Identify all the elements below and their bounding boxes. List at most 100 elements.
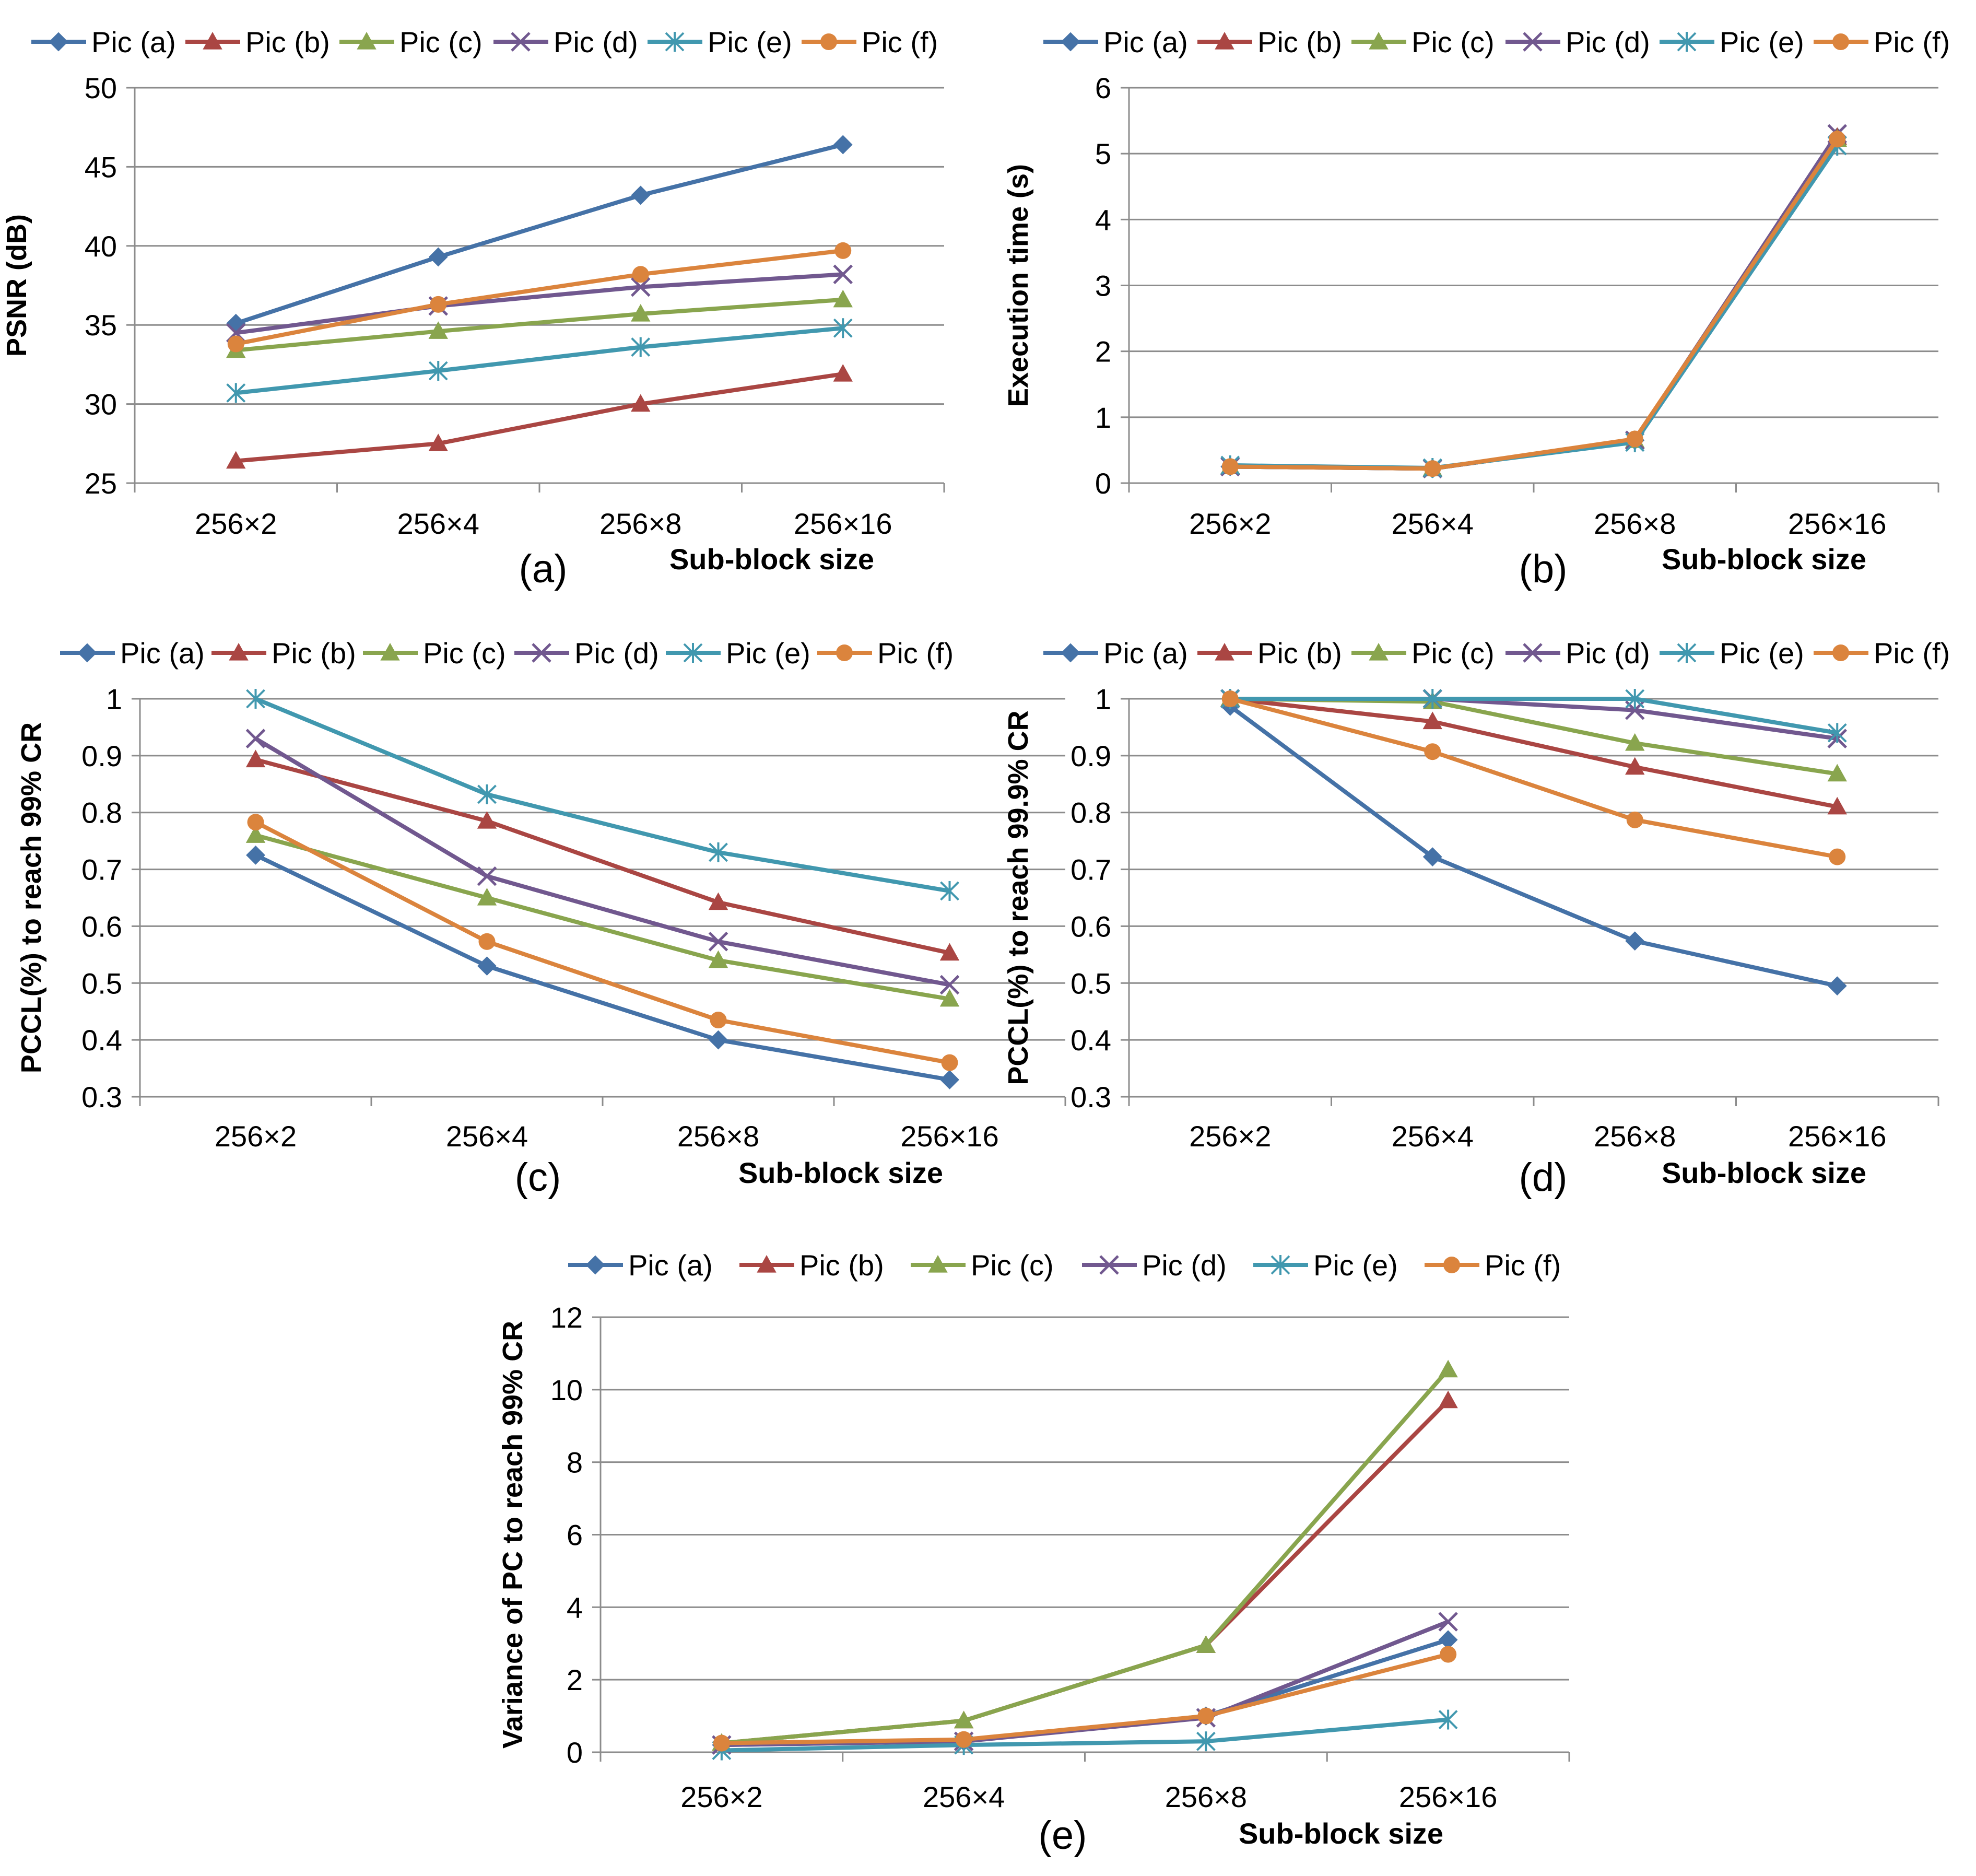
legend-label: Pic (b) xyxy=(1257,637,1342,670)
legend: Pic (a) Pic (b) Pic (c) Pic (d) Pic (e) Pic (… xyxy=(1043,637,1950,670)
series-1 xyxy=(226,135,853,333)
x-tick-label: 256×16 xyxy=(1399,1780,1497,1813)
series-line xyxy=(1229,697,1838,859)
panel-label: (c) xyxy=(515,1155,561,1200)
data-point xyxy=(708,950,728,968)
data-point xyxy=(477,887,497,906)
data-point xyxy=(1424,743,1441,760)
y-tick-label: 0.3 xyxy=(81,1081,122,1113)
data-point xyxy=(1197,1707,1215,1725)
x-tick-label: 256×4 xyxy=(1392,1120,1474,1153)
data-point xyxy=(428,361,448,381)
series-line xyxy=(1230,133,1839,471)
data-point xyxy=(833,318,853,338)
series-5 xyxy=(1220,136,1847,478)
x-cross-icon xyxy=(1099,1255,1119,1275)
y-tick-label: 3 xyxy=(1095,269,1111,302)
legend-item: Pic (a) xyxy=(1043,637,1188,670)
legend-label: Pic (c) xyxy=(1412,26,1495,58)
legend-item: Pic (d) xyxy=(1505,637,1650,670)
y-tick-label: 1 xyxy=(106,683,122,716)
triangle-icon xyxy=(203,31,222,50)
data-point xyxy=(833,264,853,285)
series-line xyxy=(721,1368,1450,1745)
legend-item: Pic (d) xyxy=(514,637,659,670)
asterisk-icon xyxy=(1271,1255,1290,1275)
data-point xyxy=(245,749,266,768)
legend-item: Pic (e) xyxy=(1660,26,1804,58)
series-line xyxy=(1230,136,1839,471)
data-point xyxy=(245,825,266,843)
series-line xyxy=(1229,704,1838,988)
y-axis-label: PSNR (dB) xyxy=(1,214,32,357)
data-point xyxy=(708,932,728,952)
y-tick-label: 0.9 xyxy=(1071,740,1111,772)
series-2 xyxy=(1220,688,1847,815)
x-tick-label: 256×8 xyxy=(677,1120,759,1153)
x-cross-icon xyxy=(532,643,551,663)
y-tick-label: 4 xyxy=(567,1591,583,1624)
data-point xyxy=(226,313,246,333)
diamond-icon xyxy=(1061,32,1080,52)
data-point xyxy=(833,364,853,382)
series-line xyxy=(236,272,843,335)
legend-label: Pic (e) xyxy=(726,637,810,670)
chart-panel-3: 0.3 0.4 0.5 0.6 0.7 0.8 0.9 1 256×2 256×4 256×8 256… xyxy=(16,637,1066,1200)
data-point xyxy=(1438,1390,1458,1409)
y-tick-label: 50 xyxy=(85,72,117,104)
x-axis-label: Sub-block size xyxy=(1662,1156,1866,1189)
legend-item: Pic (e) xyxy=(648,26,792,58)
legend: Pic (a) Pic (b) Pic (c) Pic (d) Pic (e) Pic (… xyxy=(568,1249,1561,1282)
triangle-icon xyxy=(1369,31,1389,50)
series-3 xyxy=(245,825,960,1007)
legend-item: Pic (a) xyxy=(568,1249,713,1282)
series-line xyxy=(255,833,950,1001)
data-point xyxy=(1440,1646,1457,1663)
panel-label: (e) xyxy=(1039,1813,1087,1858)
triangle-icon xyxy=(1215,31,1234,50)
series-4 xyxy=(1220,124,1848,479)
series-6 xyxy=(227,242,852,353)
data-point xyxy=(1626,430,1643,448)
legend: Pic (a) Pic (b) Pic (c) Pic (d) Pic (e) Pic (… xyxy=(1043,26,1950,58)
asterisk-icon xyxy=(1677,643,1697,663)
legend-label: Pic (d) xyxy=(574,637,659,670)
data-point xyxy=(246,845,265,865)
series-2 xyxy=(712,1390,1458,1751)
series-3 xyxy=(712,1359,1458,1751)
triangle-icon xyxy=(1215,642,1234,661)
panel-label: (d) xyxy=(1519,1155,1568,1200)
series-5 xyxy=(246,689,959,901)
y-tick-label: 5 xyxy=(1095,137,1111,170)
legend-label: Pic (f) xyxy=(877,637,954,670)
y-tick-label: 2 xyxy=(1095,335,1111,368)
circle-icon xyxy=(820,33,837,50)
y-tick-label: 0.8 xyxy=(81,796,122,829)
data-point xyxy=(1438,1612,1458,1632)
data-point xyxy=(1422,689,1442,709)
legend-label: Pic (a) xyxy=(120,637,205,670)
y-tick-label: 35 xyxy=(85,309,117,342)
x-axis-label: Sub-block size xyxy=(738,1156,943,1189)
x-tick-label: 256×16 xyxy=(900,1120,998,1153)
legend-item: Pic (a) xyxy=(1043,26,1188,58)
legend-label: Pic (b) xyxy=(272,637,356,670)
y-tick-label: 0.9 xyxy=(81,740,122,772)
triangle-icon xyxy=(928,1254,948,1273)
data-point xyxy=(428,433,448,451)
series-2 xyxy=(226,364,853,469)
y-tick-label: 6 xyxy=(1095,72,1111,104)
data-point xyxy=(1438,1359,1458,1378)
legend-label: Pic (f) xyxy=(1485,1249,1561,1282)
data-point xyxy=(1827,764,1847,782)
legend-label: Pic (b) xyxy=(1257,26,1342,58)
diamond-icon xyxy=(77,643,97,663)
series-2 xyxy=(1220,127,1847,476)
data-point xyxy=(631,303,651,322)
series-line xyxy=(235,248,843,346)
x-cross-icon xyxy=(1523,643,1543,663)
y-tick-label: 1 xyxy=(1095,401,1111,434)
legend-item: Pic (e) xyxy=(1253,1249,1398,1282)
legend-label: Pic (f) xyxy=(862,26,938,58)
